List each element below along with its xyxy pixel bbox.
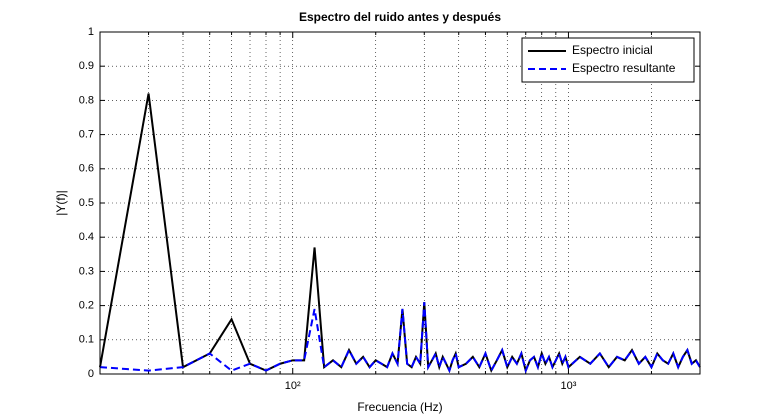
series-line	[99, 302, 701, 374]
y-tick-label: 0.2	[79, 300, 94, 312]
axes-box	[99, 31, 701, 375]
y-tick-label: 0.6	[79, 163, 94, 175]
y-tick-label: 0	[88, 368, 94, 380]
y-tick-label: 0.1	[79, 334, 94, 346]
x-tick-label: 10²	[285, 380, 301, 392]
y-tick-label: 0.9	[79, 60, 94, 72]
y-tick-label: 0.8	[79, 94, 94, 106]
x-tick-label: 10³	[560, 380, 576, 392]
chart-title: Espectro del ruido antes y después	[299, 10, 501, 24]
legend-box	[521, 37, 695, 83]
y-axis-label: |Y(f)|	[54, 190, 68, 216]
legend-label: Espectro resultante	[572, 61, 676, 75]
legend-label: Espectro inicial	[572, 43, 653, 57]
y-tick-label: 0.7	[79, 129, 94, 141]
x-axis-label: Frecuencia (Hz)	[357, 400, 442, 414]
y-tick-label: 1	[88, 26, 94, 38]
y-tick-label: 0.3	[79, 265, 94, 277]
y-tick-label: 0.5	[79, 197, 94, 209]
y-tick-label: 0.4	[79, 231, 94, 243]
